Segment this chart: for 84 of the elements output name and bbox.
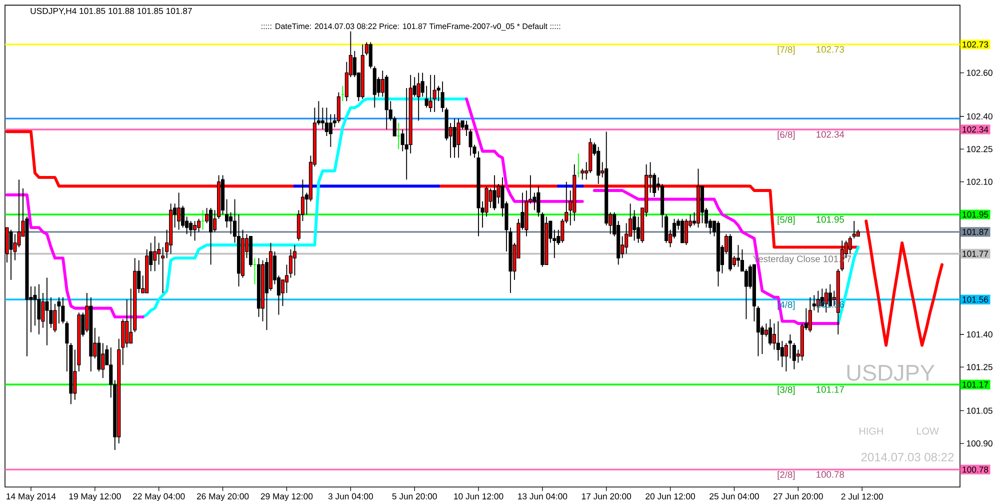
y-tick-label: 102.60: [966, 70, 992, 76]
y-tick-label: 101.40: [966, 331, 992, 338]
candlestick: [336, 92, 340, 124]
x-tick-label: 13 Jun 04:00: [518, 493, 568, 500]
candlestick: [684, 218, 688, 246]
candlestick: [792, 342, 796, 370]
annotation: [6/8]: [778, 131, 795, 140]
annotation: HIGH: [860, 428, 883, 435]
x-tick-label: 17 Jun 20:00: [582, 493, 632, 500]
x-tick-label: 25 Jun 04:00: [710, 493, 759, 500]
y-tick-label: 102.10: [966, 178, 992, 185]
candlestick: [492, 174, 496, 211]
candlestick: [125, 299, 129, 348]
x-tick-label: 14 May 2014: [6, 493, 56, 501]
annotation: LOW: [916, 428, 939, 435]
x-tick-label: 5 Jun 20:00: [392, 493, 437, 500]
ref-line-label: 101.95: [962, 211, 988, 218]
candlestick: [324, 107, 328, 136]
ref-line-label: 101.17: [962, 381, 988, 388]
candlestick: [456, 118, 460, 158]
candlestick: [452, 118, 456, 158]
annotation: 2014.07.03 08:22: [861, 452, 954, 462]
annotation: 101.56: [816, 301, 844, 308]
x-tick-label: 2 Jul 12:00: [841, 493, 883, 500]
candlestick: [580, 168, 584, 180]
candlestick: [680, 218, 684, 244]
annotation: [5/8]: [778, 216, 795, 225]
candlestick: [37, 284, 41, 335]
candlestick: [808, 296, 812, 333]
candlestick: [768, 318, 772, 346]
candlestick: [416, 72, 420, 122]
chart-title: USDJPY,H4 101.85 101.88 101.85 101.87: [30, 8, 192, 16]
annotation: 101.17: [816, 386, 844, 393]
annotation: 102.34: [816, 131, 844, 138]
candlestick: [736, 244, 740, 268]
y-tick-label: 101.05: [966, 408, 992, 414]
ref-line-label: 100.78: [962, 466, 988, 473]
ref-line-label: 101.87: [962, 228, 988, 235]
annotation: 101.95: [816, 216, 844, 223]
annotation: USDJPY: [847, 364, 934, 381]
x-tick-label: 29 May 12:00: [260, 493, 313, 501]
x-tick-label: 22 May 04:00: [133, 493, 185, 501]
candlestick: [177, 192, 181, 230]
candlestick: [432, 74, 436, 112]
ref-line-label: 102.34: [962, 126, 988, 133]
candlestick: [228, 212, 233, 235]
y-tick-label: 101.25: [966, 364, 992, 370]
x-tick-label: 26 May 20:00: [196, 493, 249, 501]
candlestick: [428, 74, 432, 112]
ref-line-label: 102.73: [962, 41, 988, 48]
y-tick-label: 100.90: [966, 440, 992, 446]
candlestick: [189, 220, 193, 237]
annotation: [2/8]: [778, 471, 795, 480]
candlestick: [101, 342, 105, 378]
text: ::::: DateTime: 2014.07.03 08:22 Price: 101.87 TimeFrame-2007-v0_05 * Default :::::: [262, 23, 560, 31]
candlestick: [9, 229, 13, 280]
candlestick: [780, 340, 784, 368]
candlestick: [153, 236, 157, 272]
x-tick-label: 19 May 12:00: [69, 493, 121, 501]
candlestick: [624, 222, 628, 254]
line-series: [864, 220, 944, 347]
x-tick-label: 10 Jun 12:00: [454, 493, 504, 500]
ref-line-label: 101.77: [962, 250, 988, 257]
candlestick: [328, 114, 332, 148]
x-tick-label: 3 Jun 04:00: [328, 493, 373, 500]
candlestick: [45, 277, 49, 346]
annotation: [3/8]: [778, 386, 795, 395]
candlestick: [209, 207, 213, 266]
y-tick-label: 102.40: [966, 113, 992, 120]
annotation: 100.78: [816, 471, 844, 478]
candlestick: [288, 248, 292, 278]
candlestick: [596, 146, 600, 184]
y-tick-label: 102.25: [966, 146, 992, 152]
x-tick-label: 27 Jun 20:00: [774, 493, 823, 500]
candlestick: [292, 244, 296, 276]
candlestick: [193, 220, 197, 242]
annotation: [7/8]: [778, 46, 795, 55]
ref-line-label: 101.56: [962, 296, 988, 303]
candlestick: [488, 188, 492, 208]
candlestick: [213, 210, 217, 232]
candlestick: [224, 198, 229, 228]
annotation: 102.73: [816, 46, 844, 53]
candlestick: [161, 246, 165, 294]
x-tick-label: 20 Jun 12:00: [646, 493, 696, 500]
